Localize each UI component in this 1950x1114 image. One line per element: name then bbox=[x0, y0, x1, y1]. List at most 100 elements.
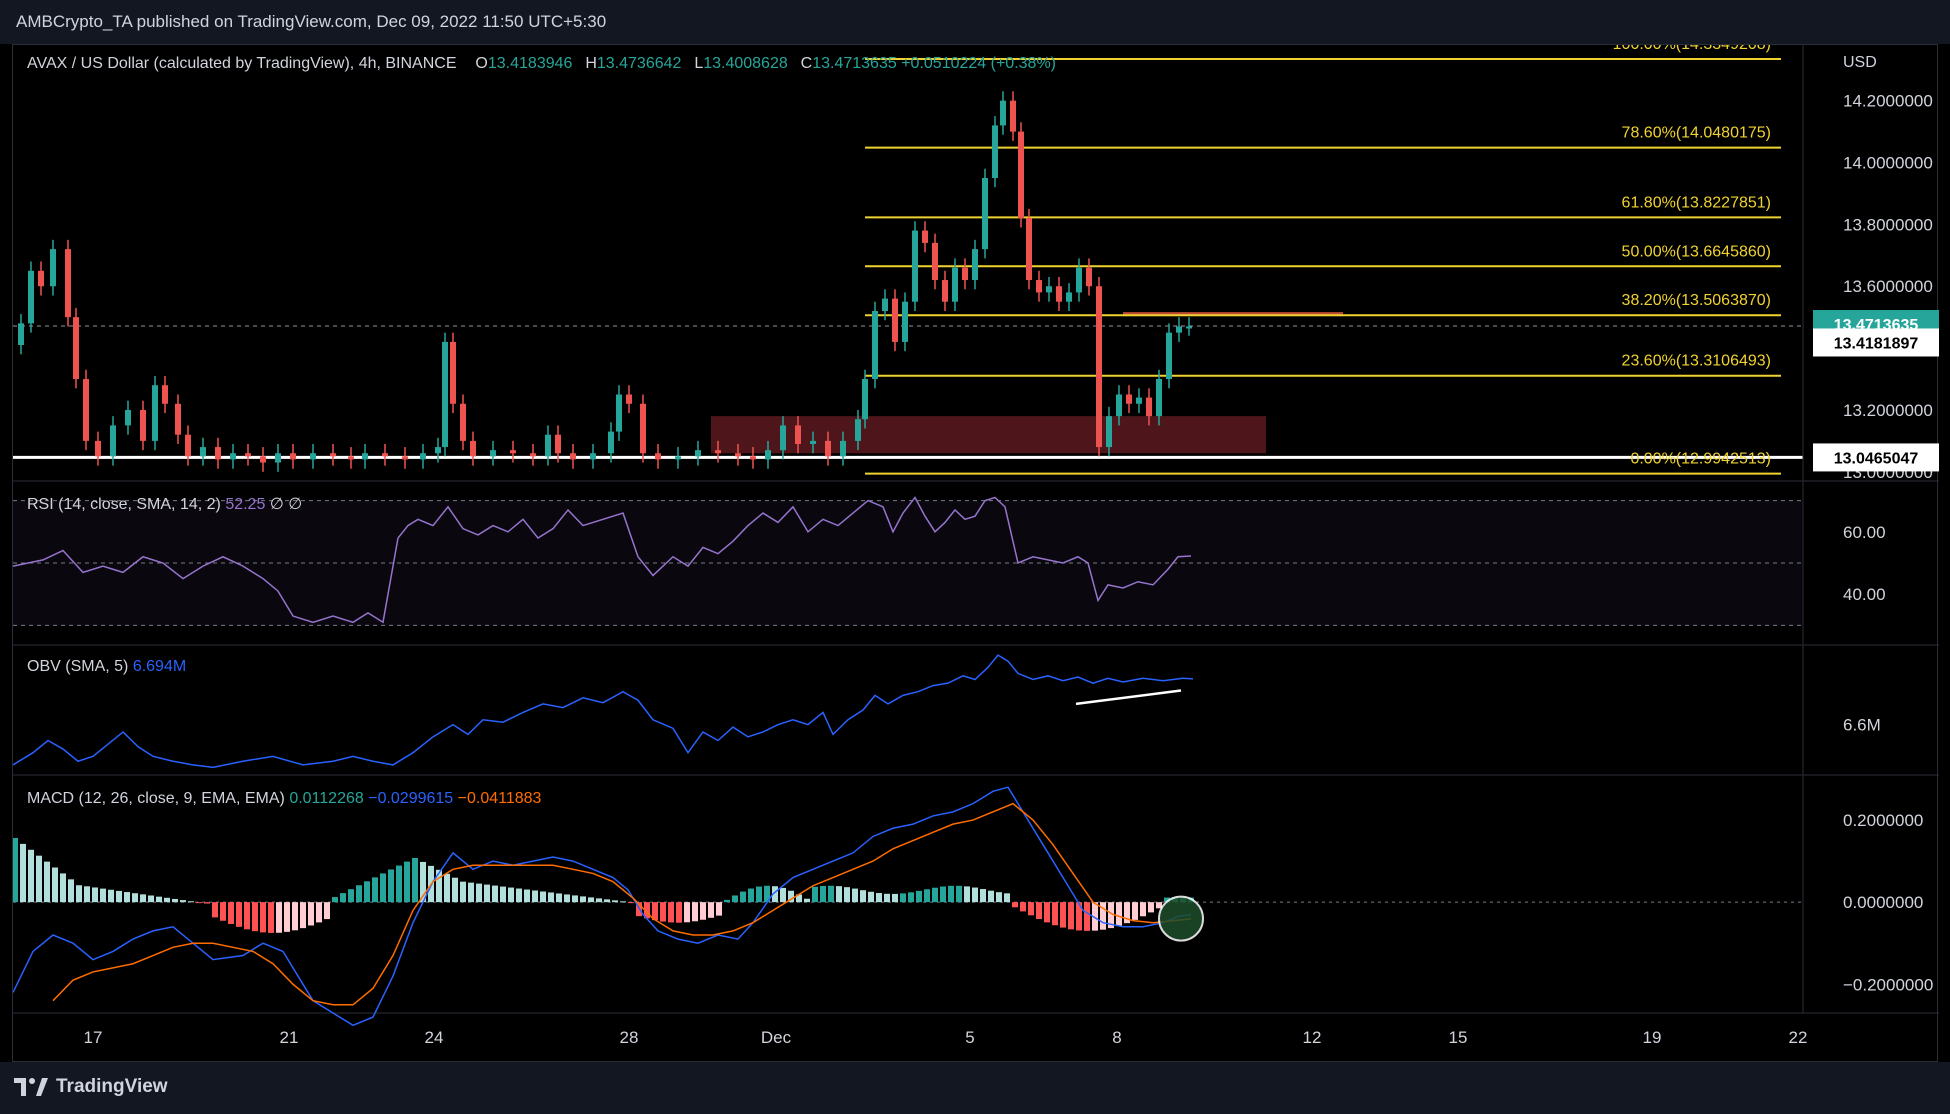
macd-hist-bar bbox=[140, 894, 146, 903]
x-tick-label: 28 bbox=[620, 1028, 639, 1047]
macd-hist-bar bbox=[732, 895, 738, 903]
candle-body bbox=[95, 440, 101, 457]
macd-hist-bar bbox=[1068, 902, 1074, 930]
candle-body bbox=[695, 450, 701, 457]
price-label-3: 13.0465047 bbox=[1834, 450, 1919, 467]
macd-crossover-highlight bbox=[1158, 895, 1204, 942]
x-tick-label: 12 bbox=[1303, 1028, 1322, 1047]
close-value: 13.4713635 bbox=[812, 55, 897, 72]
x-tick-label: 19 bbox=[1643, 1028, 1662, 1047]
candle-body bbox=[460, 403, 466, 441]
macd-hist-bar bbox=[244, 902, 250, 930]
macd-hist-bar bbox=[868, 891, 874, 903]
obv-label[interactable]: OBV (SMA, 5) bbox=[27, 658, 129, 675]
candle-body bbox=[982, 177, 988, 250]
candle-body bbox=[750, 456, 756, 460]
macd-hist-bar bbox=[876, 893, 882, 903]
x-tick-label: Dec bbox=[761, 1028, 792, 1047]
macd-hist-bar bbox=[852, 888, 858, 903]
obv-trendline bbox=[1075, 689, 1182, 706]
candle-body bbox=[902, 301, 908, 342]
candle-body bbox=[795, 425, 801, 444]
macd-hist-bar bbox=[1012, 902, 1018, 908]
candle-body bbox=[1076, 267, 1082, 293]
brand[interactable]: TradingView bbox=[14, 1076, 168, 1098]
rsi-legend: RSI (14, close, SMA, 14, 2) 52.25 ∅ ∅ bbox=[27, 494, 302, 514]
obv-value: 6.694M bbox=[132, 658, 187, 675]
fib-level-label: 100.00%(14.3349208) bbox=[1613, 45, 1771, 53]
candle-body bbox=[882, 298, 888, 311]
macd-hist-bar bbox=[476, 883, 482, 903]
macd-hist-bar bbox=[1084, 902, 1090, 931]
macd-hist-bar bbox=[372, 877, 378, 903]
macd-hist-bar bbox=[772, 886, 778, 903]
rsi-tick-label: 40.00 bbox=[1843, 585, 1886, 604]
macd-hist-bar bbox=[836, 886, 842, 903]
price-tick-label: 13.2000000 bbox=[1843, 401, 1933, 420]
candle-body bbox=[310, 453, 316, 460]
candle-body bbox=[215, 447, 221, 460]
macd-hist-bar bbox=[260, 902, 266, 933]
macd-hist-bar bbox=[468, 882, 474, 903]
macd-hist-bar bbox=[884, 893, 890, 903]
macd-hist-bar bbox=[1116, 902, 1122, 926]
macd-hist-bar bbox=[900, 893, 906, 903]
fib-level-label: 61.80%(13.8227851) bbox=[1622, 194, 1771, 211]
chart-canvas[interactable]: 17 21 24 28 Dec 5 8 12 15 19 22 100.00%(14.3349208)… bbox=[13, 45, 1939, 1063]
candle-body bbox=[735, 453, 741, 457]
change-value: +0.0510224 (+0.38%) bbox=[901, 55, 1056, 72]
macd-hist-bar bbox=[356, 885, 362, 903]
macd-hist-bar bbox=[924, 889, 930, 903]
candle-body bbox=[200, 447, 206, 457]
rsi-label[interactable]: RSI (14, close, SMA, 14, 2) bbox=[27, 496, 221, 513]
fib-level-label: 78.60%(14.0480175) bbox=[1622, 125, 1771, 142]
candle-body bbox=[420, 453, 426, 460]
macd-label[interactable]: MACD (12, 26, close, 9, EMA, EMA) bbox=[27, 790, 285, 807]
macd-hist-bar bbox=[180, 900, 186, 903]
chart-frame[interactable]: 17 21 24 28 Dec 5 8 12 15 19 22 100.00%(14.3349208)… bbox=[12, 44, 1939, 1063]
price-tick-label: 14.0000000 bbox=[1843, 154, 1933, 173]
macd-hist-bar bbox=[588, 897, 594, 903]
macd-hist-bar bbox=[972, 887, 978, 903]
candle-body bbox=[655, 453, 661, 460]
candle-body bbox=[38, 270, 44, 287]
macd-hist-bar bbox=[44, 861, 50, 903]
low-label: L bbox=[694, 55, 704, 72]
symbol-label[interactable]: AVAX / US Dollar (calculated by TradingV… bbox=[27, 55, 457, 72]
candle-body bbox=[545, 434, 551, 457]
candle-body bbox=[260, 456, 266, 463]
macd-hist-bar bbox=[780, 887, 786, 903]
macd-hist-bar bbox=[812, 886, 818, 903]
macd-hist-bar bbox=[644, 902, 650, 919]
macd-line-value: −0.0299615 bbox=[368, 790, 454, 807]
macd-hist-bar bbox=[60, 873, 66, 903]
macd-hist-bar bbox=[708, 902, 714, 918]
macd-hist-bar bbox=[996, 892, 1002, 903]
macd-hist-bar bbox=[276, 902, 282, 933]
candle-body bbox=[435, 447, 441, 454]
macd-hist-bar bbox=[940, 886, 946, 903]
macd-hist-bar bbox=[660, 902, 666, 922]
candle-body bbox=[1126, 394, 1132, 404]
candle-body bbox=[450, 341, 456, 404]
macd-hist-bar bbox=[500, 886, 506, 903]
candle-body bbox=[616, 394, 622, 432]
macd-hist-bar bbox=[228, 902, 234, 924]
macd-hist-bar bbox=[796, 894, 802, 903]
macd-hist-bar bbox=[956, 885, 962, 903]
macd-hist-bar bbox=[20, 843, 26, 903]
candle-body bbox=[1186, 326, 1192, 329]
price-label-2-bg bbox=[1813, 328, 1939, 357]
macd-hist-bar bbox=[844, 887, 850, 903]
obv-line bbox=[13, 654, 1194, 769]
candle-body bbox=[140, 409, 146, 441]
macd-hist-bar bbox=[532, 890, 538, 903]
candle-body bbox=[175, 403, 181, 435]
candle-body bbox=[18, 323, 24, 346]
macd-hist-bar bbox=[684, 902, 690, 923]
macd-hist-bar bbox=[340, 893, 346, 903]
candle-body bbox=[1056, 286, 1062, 302]
macd-hist-bar bbox=[452, 877, 458, 903]
macd-hist-bar bbox=[540, 891, 546, 903]
candle-body bbox=[855, 419, 861, 441]
